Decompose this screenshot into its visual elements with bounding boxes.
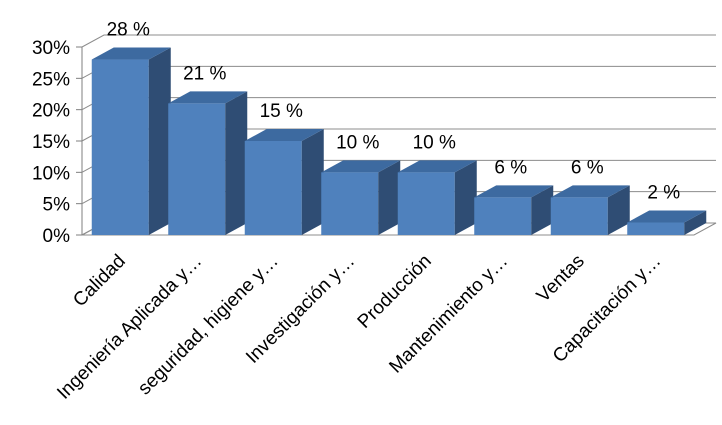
bar-front: [244, 141, 302, 235]
y-tick-label: 30%: [32, 38, 70, 59]
gridline: [81, 34, 716, 48]
bar-side: [531, 185, 554, 235]
y-axis-ticks: 0% 5% 10% 15% 20% 25% 30%: [32, 38, 70, 247]
bar-top: [550, 185, 630, 198]
data-label: 2 %: [647, 182, 680, 203]
gridline: [81, 65, 716, 79]
data-label: 10 %: [413, 132, 456, 153]
bar-top: [321, 160, 401, 173]
bar-front: [397, 172, 455, 235]
x-tick-label: Producción: [354, 251, 436, 333]
bar-top: [627, 210, 707, 223]
bar-side: [607, 185, 630, 235]
y-tick-label: 0%: [43, 226, 71, 247]
data-labels: 28 % 21 % 15 % 10 % 10 % 6 % 6 % 2 %: [107, 20, 681, 204]
y-tick-label: 20%: [32, 101, 70, 122]
bar-side: [378, 160, 401, 235]
data-label: 15 %: [260, 101, 303, 122]
y-tick-label: 10%: [32, 163, 70, 184]
bar-top: [474, 185, 554, 198]
bar: [168, 91, 248, 236]
bar-top: [168, 91, 248, 104]
bar-side: [148, 47, 171, 236]
bar-front: [627, 222, 685, 235]
y-tick-label: 15%: [32, 132, 70, 153]
bar: [321, 160, 401, 235]
bar: [244, 129, 324, 235]
bar-top: [244, 129, 324, 141]
bar-top: [91, 47, 171, 60]
y-tick-label: 25%: [32, 69, 70, 90]
y-tick-label: 5%: [43, 195, 71, 216]
bar-front: [321, 172, 379, 235]
bar-front: [474, 197, 532, 235]
bar-side: [454, 160, 477, 235]
bar-top: [397, 160, 477, 173]
bar-side: [301, 129, 324, 235]
bar: [474, 185, 554, 235]
data-label: 6 %: [494, 157, 527, 178]
x-tick-label: Ventas: [533, 251, 589, 307]
bar: [91, 47, 171, 236]
data-label: 28 %: [107, 20, 150, 41]
bar-front: [550, 197, 608, 235]
data-label: 6 %: [571, 157, 604, 178]
data-label: 21 %: [183, 63, 226, 84]
bar: [627, 210, 707, 235]
bar-front: [91, 59, 149, 236]
data-label: 10 %: [336, 132, 379, 153]
x-tick-label: seguridad, higiene y…: [134, 251, 283, 400]
bar: [550, 185, 630, 235]
bar-side: [225, 91, 248, 236]
bar-front: [168, 103, 226, 236]
bar-side: [684, 210, 707, 235]
bar: [397, 160, 477, 235]
x-tick-label: Ingeniería Aplicada y…: [53, 251, 206, 404]
x-tick-label: Calidad: [69, 251, 129, 311]
bars: [91, 47, 707, 236]
